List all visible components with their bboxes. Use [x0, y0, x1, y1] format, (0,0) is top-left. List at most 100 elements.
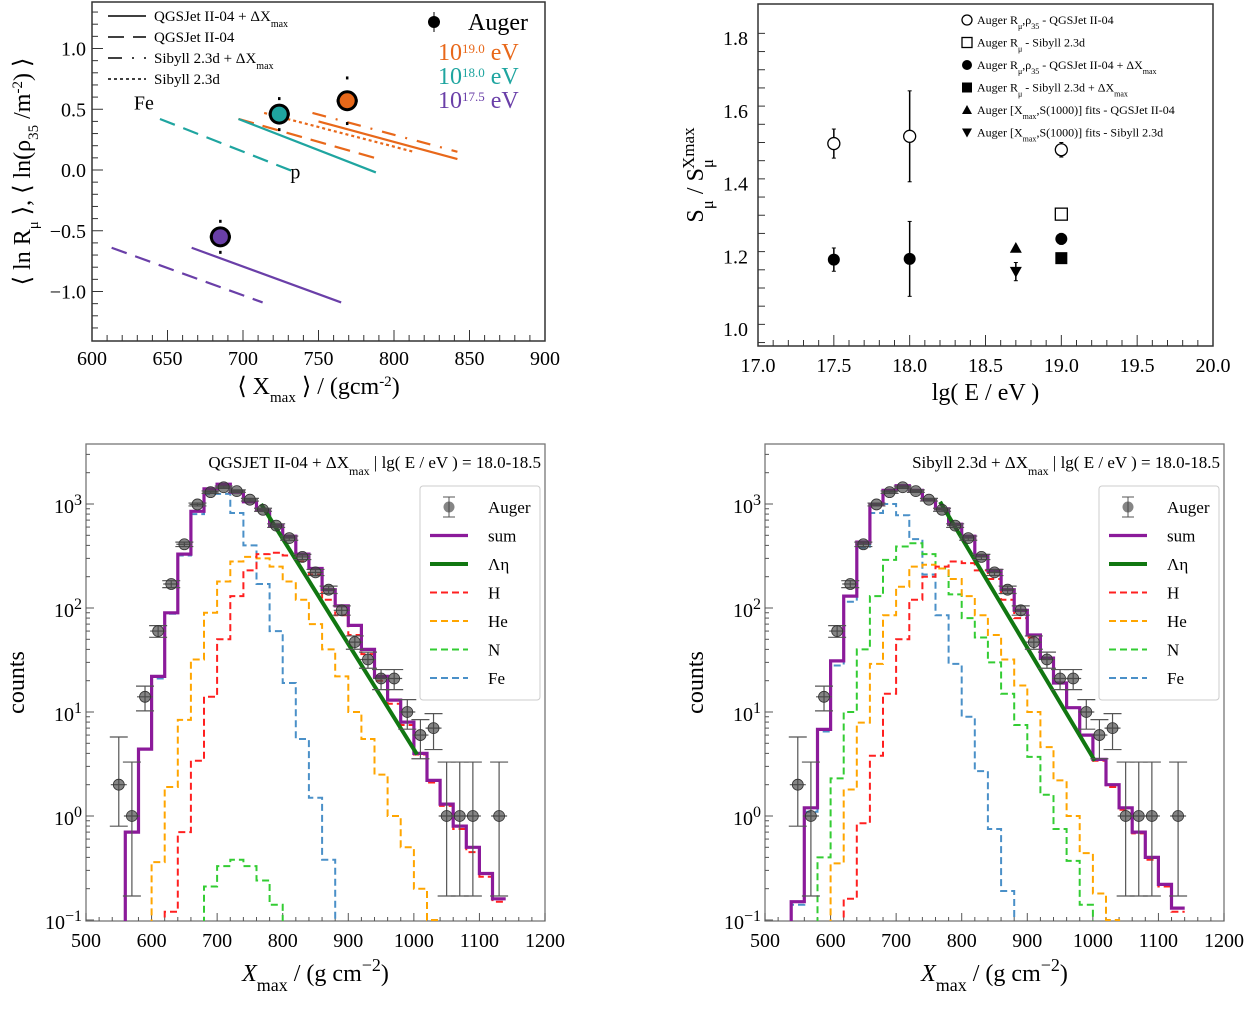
data-point-circle-open	[903, 129, 917, 143]
y-tick-label: 101	[733, 700, 761, 727]
x-tick-label: 1200	[1204, 930, 1244, 952]
x-tick-label: 1000	[1073, 930, 1113, 952]
y-tick-label: −1.0	[50, 282, 86, 304]
auger-point	[883, 486, 896, 499]
histogram-sum	[789, 484, 1185, 921]
auger-point	[296, 550, 309, 563]
auger-point	[1001, 583, 1014, 596]
x-tick-label: 700	[881, 930, 911, 952]
y-tick-label: 10−1	[724, 908, 761, 935]
auger-point	[165, 578, 178, 590]
y-axis-title: counts	[4, 651, 30, 714]
y-tick-label: 1.4	[723, 174, 748, 196]
legend-box	[1098, 485, 1220, 701]
auger-point	[322, 583, 335, 596]
auger-point	[909, 485, 922, 498]
annotation-p: p	[290, 162, 300, 184]
histogram-he	[150, 555, 442, 921]
legend-label-auger: Auger	[488, 498, 531, 517]
auger-point	[191, 498, 204, 511]
data-point-triangle-down	[1009, 266, 1022, 278]
x-tick-label: 20.0	[1196, 355, 1231, 377]
x-axis-title: Xmax / (g cm−2)	[241, 955, 389, 995]
legend-auger-marker	[443, 501, 455, 513]
auger-point	[493, 810, 506, 822]
legend-label-N: N	[488, 641, 500, 660]
data-point-triangle-up	[1009, 241, 1022, 253]
y-tick-label: −0.5	[50, 221, 86, 243]
legend-auger-label: Auger	[468, 10, 528, 36]
x-tick-label: 1200	[525, 930, 565, 952]
panel-muon-ratio-vs-energy: 17.0 17.5 18.0 18.5 19.0 19.5 20.0 1.0 1.2 1.4 1.6…	[679, 3, 1231, 406]
histogram-sum	[123, 482, 506, 921]
auger-point	[844, 578, 857, 590]
auger-point	[152, 625, 165, 637]
auger-point	[1172, 810, 1184, 822]
legend-label: Auger Rμ - Sibyll 2.3d	[977, 36, 1085, 54]
x-tick-label: 17.5	[816, 355, 851, 377]
y-tick-label: 0.0	[61, 160, 86, 182]
x-tick-label: 18.5	[968, 355, 1003, 377]
x-tick-label: 500	[750, 930, 780, 952]
auger-point	[427, 722, 440, 735]
data-point-circle-filled	[1055, 232, 1068, 245]
panel-muon-vs-xmax: 600 650 700 750 800 850 900 −1.0 −0.5 0.0 0.5 1.0 ⟨ …	[10, 1, 560, 406]
data-point-circle-filled	[903, 252, 916, 265]
x-axis-title: ⟨ Xmax ⟩ / (gcm-2)	[237, 374, 399, 406]
legend-label: Auger Rμ,ρ35 - QGSJet II-04 + ΔXmax	[977, 58, 1157, 76]
data-point-square-open	[1054, 207, 1068, 221]
lambda-eta-fit	[259, 502, 419, 756]
auger-point	[1041, 653, 1053, 666]
legend-marker-circle-filled	[962, 60, 972, 70]
auger-point	[1093, 729, 1106, 741]
auger-point	[230, 485, 243, 498]
legend-label-sum: sum	[488, 527, 516, 546]
legend-label-lambda: Λη	[488, 555, 509, 574]
auger-point	[335, 604, 348, 617]
x-tick-label: 850	[455, 348, 485, 370]
auger-point	[283, 532, 296, 545]
legend-marker-triangle-down	[962, 128, 972, 138]
auger-point	[270, 519, 283, 532]
x-tick-label: 800	[947, 930, 977, 952]
legend-label-sum: sum	[1167, 527, 1195, 546]
legend-label: Auger Rμ - Sibyll 2.3d + ΔXmax	[977, 81, 1128, 99]
y-tick-label: 1.0	[723, 319, 748, 341]
model-line-dashdot	[312, 111, 458, 153]
legend-label-auger: Auger	[1167, 498, 1210, 517]
y-tick-label: 102	[733, 596, 761, 623]
auger-point	[1132, 810, 1145, 822]
histogram-fe	[790, 503, 1016, 921]
auger-point	[388, 672, 401, 685]
auger-point	[336, 90, 358, 112]
auger-point	[870, 498, 883, 511]
model-line-dashed	[111, 246, 264, 304]
model-line-solid	[238, 117, 377, 174]
auger-point	[805, 810, 817, 822]
legend-label-He: He	[1167, 612, 1187, 631]
legend-auger-marker	[1122, 501, 1134, 513]
y-tick-label: 1.0	[61, 39, 86, 61]
x-tick-label: 19.5	[1120, 355, 1155, 377]
legend-label: Auger [Xmax,S(1000)] fits - Sibyll 2.3d	[977, 126, 1163, 144]
y-tick-label: 1.6	[723, 101, 748, 123]
x-axis-title: lg( E / eV )	[932, 380, 1040, 406]
legend-energy: 1017.5 eV	[438, 88, 519, 114]
histogram-fe	[124, 492, 337, 921]
legend-marker-circle-open	[961, 14, 973, 26]
x-tick-label: 700	[202, 930, 232, 952]
y-tick-label: 103	[733, 492, 761, 519]
auger-point	[1027, 636, 1040, 649]
x-tick-label: 700	[228, 348, 258, 370]
auger-point	[1080, 706, 1093, 718]
lambda-eta-fit	[938, 500, 1097, 762]
y-tick-label: 10−1	[45, 908, 82, 935]
x-tick-label: 600	[77, 348, 107, 370]
y-tick-label: 100	[54, 804, 82, 831]
legend-marker-triangle-up	[962, 105, 972, 114]
legend-label-H: H	[488, 584, 500, 603]
legend-box	[419, 485, 541, 701]
legend-marker-square-filled	[962, 82, 972, 93]
auger-point	[178, 538, 191, 551]
